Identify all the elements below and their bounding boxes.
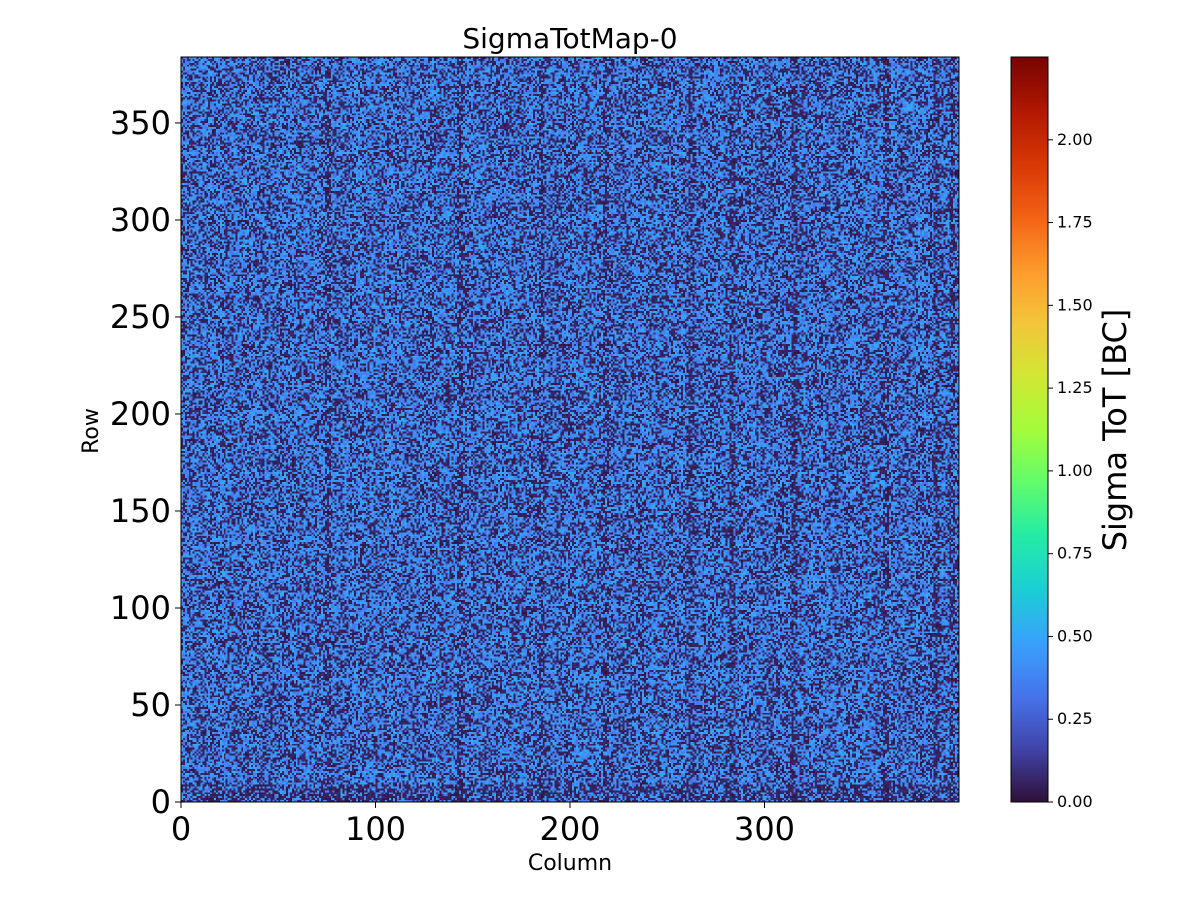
colorbar-tick-label: 1.00 [1057,461,1093,480]
x-tick-label: 0 [171,810,191,848]
colorbar-tick-label: 0.00 [1057,792,1093,811]
chart-title: SigmaTotMap-0 [462,22,677,55]
y-tick-label: 150 [110,492,171,530]
colorbar-tick-label: 0.75 [1057,544,1093,563]
y-tick-label: 50 [130,686,171,724]
colorbar-tick-label: 2.00 [1057,130,1093,149]
x-tick-label: 100 [345,810,406,848]
colorbar-ticks: 0.00 0.25 0.50 0.75 1.00 1.25 1.50 1.75 2.00 [1048,130,1093,811]
colorbar-frame [1010,56,1049,803]
y-axis-ticks: 0 50 100 150 200 250 300 350 [110,104,181,821]
x-axis-ticks: 0 100 200 300 [171,802,795,848]
colorbar-label: Sigma ToT [BC] [1096,309,1134,552]
y-tick-label: 200 [110,395,171,433]
x-tick-label: 200 [539,810,600,848]
colorbar-tick-label: 0.25 [1057,709,1093,728]
colorbar-tick-label: 0.50 [1057,626,1093,645]
colorbar-tick-label: 1.25 [1057,378,1093,397]
y-tick-label: 300 [110,201,171,239]
x-axis-label: Column [528,851,612,876]
colorbar-tick-label: 1.50 [1057,295,1093,314]
y-tick-label: 100 [110,589,171,627]
plot-frame [180,56,960,803]
y-tick-label: 0 [151,783,171,821]
x-tick-label: 300 [734,810,795,848]
y-axis-label: Row [79,408,104,454]
y-tick-label: 350 [110,104,171,142]
y-tick-label: 250 [110,298,171,336]
colorbar-gradient [1011,57,1048,802]
heatmap-image [181,57,959,802]
colorbar-tick-label: 1.75 [1057,213,1093,232]
